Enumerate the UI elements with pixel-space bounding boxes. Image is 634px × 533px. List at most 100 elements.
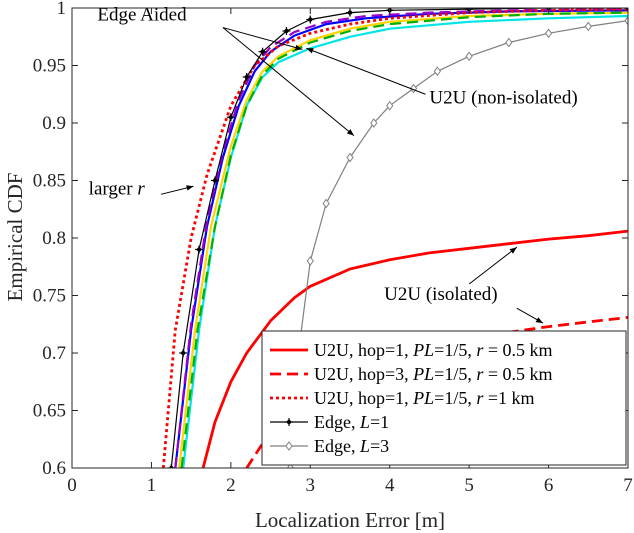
series-3-point-3 bbox=[210, 176, 219, 185]
y-tick-label-5: 0.85 bbox=[33, 171, 66, 192]
point-dot bbox=[260, 49, 265, 54]
point-dot bbox=[347, 10, 353, 15]
legend-label-4: Edge, L=3 bbox=[314, 436, 389, 456]
series-line-9 bbox=[174, 8, 628, 468]
annotation-arrow-1-0 bbox=[306, 47, 426, 95]
series-4-point-6 bbox=[386, 100, 394, 111]
series-4-point-4 bbox=[346, 152, 354, 163]
series-3-point-9 bbox=[346, 8, 354, 17]
legend-label-part: Edge, bbox=[314, 412, 360, 432]
legend-label-part: =1/5, bbox=[434, 364, 476, 384]
legend-label-3: Edge, L=1 bbox=[314, 412, 389, 432]
series-3-point-1 bbox=[179, 349, 188, 357]
legend-label-part: r bbox=[476, 340, 484, 360]
y-axis-title: Empirical CDF bbox=[3, 173, 27, 302]
legend-label-part: PL bbox=[412, 340, 434, 360]
x-tick-label-3: 3 bbox=[306, 475, 316, 496]
legend-label-part: Edge, bbox=[314, 436, 360, 456]
annotation-arrow-3-0 bbox=[468, 246, 518, 285]
legend-marker-dot-3 bbox=[286, 419, 292, 425]
legend-label-part: PL bbox=[412, 388, 434, 408]
legend-label-part: r bbox=[476, 388, 484, 408]
annotation-arrow-0-0 bbox=[222, 27, 303, 51]
series-3-point-0 bbox=[167, 464, 176, 468]
legend-label-part: L bbox=[359, 436, 370, 456]
legend-label-0: U2U, hop=1, PL=1/5, r = 0.5 km bbox=[314, 340, 553, 360]
x-tick-label-5: 5 bbox=[464, 475, 474, 496]
y-tick-label-3: 0.75 bbox=[33, 286, 66, 307]
series-3-point-4 bbox=[226, 113, 235, 122]
series-3-point-6 bbox=[258, 47, 267, 56]
legend-label-part: =1 km bbox=[483, 388, 534, 408]
legend-label-part: r bbox=[476, 364, 484, 384]
series-4-point-0 bbox=[286, 463, 295, 468]
x-axis-title: Localization Error [m] bbox=[255, 508, 445, 532]
point-dot bbox=[308, 17, 313, 22]
series-4-point-2 bbox=[306, 256, 314, 266]
series-line-6 bbox=[178, 11, 628, 468]
x-tick-label-7: 7 bbox=[623, 475, 633, 496]
y-tick-label-7: 0.95 bbox=[33, 56, 66, 77]
x-tick-label-4: 4 bbox=[385, 475, 395, 496]
point-dot bbox=[228, 115, 234, 120]
y-tick-label-4: 0.8 bbox=[42, 228, 66, 249]
annotation-italic-r: r bbox=[137, 178, 145, 199]
series-4-point-10 bbox=[505, 37, 513, 48]
annotation-text-0: Edge Aided bbox=[97, 5, 187, 26]
x-tick-label-2: 2 bbox=[226, 475, 236, 496]
series-line-0 bbox=[201, 229, 628, 468]
y-tick-label-0: 0.6 bbox=[42, 458, 66, 479]
annotation-arrow-3-1 bbox=[516, 307, 544, 324]
y-tick-label-8: 1 bbox=[57, 0, 67, 19]
legend-box bbox=[261, 330, 627, 466]
point-dot bbox=[625, 8, 628, 11]
legend-label-part: =1 bbox=[370, 412, 389, 432]
x-tick-label-1: 1 bbox=[147, 475, 157, 496]
legend-item-2: U2U, hop=1, PL=1/5, r =1 km bbox=[270, 388, 535, 408]
y-tick-label-2: 0.7 bbox=[42, 343, 66, 364]
legend-label-2: U2U, hop=1, PL=1/5, r =1 km bbox=[314, 388, 535, 408]
point-dot bbox=[284, 28, 289, 34]
legend-label-part: =1/5, bbox=[434, 388, 476, 408]
series-4-point-9 bbox=[465, 51, 473, 62]
point-dot bbox=[244, 74, 249, 80]
legend-label-part: U2U, hop=3, bbox=[314, 364, 413, 384]
annotation-text-2: larger r bbox=[89, 178, 146, 199]
series-3-point-2 bbox=[195, 245, 204, 254]
legend-label-part: PL bbox=[412, 364, 434, 384]
axes-layer: 0 1 2 3 4 5 6 7 0.6 0.65 0.7 0.75 0.8 0.85 0.9 0.95 1 bbox=[33, 0, 633, 496]
legend-label-part: L bbox=[359, 412, 370, 432]
series-4-point-13 bbox=[624, 15, 628, 26]
annotations-layer: Edge Aided U2U (non-isolated) larger r U2U … bbox=[89, 5, 578, 324]
series-line-7 bbox=[180, 11, 628, 468]
legend-label-part: =3 bbox=[370, 436, 389, 456]
series-3-point-13 bbox=[624, 8, 628, 12]
series-4-point-8 bbox=[433, 66, 441, 77]
annotation-arrow-0-1 bbox=[222, 27, 355, 137]
legend-label-1: U2U, hop=3, PL=1/5, r = 0.5 km bbox=[314, 364, 553, 384]
legend-marker-4 bbox=[285, 441, 293, 451]
legend-label-part: =1/5, bbox=[434, 340, 476, 360]
point-dot bbox=[169, 465, 174, 468]
point-dot bbox=[212, 178, 218, 183]
series-4-point-11 bbox=[544, 28, 553, 39]
legend-item-0: U2U, hop=1, PL=1/5, r = 0.5 km bbox=[270, 340, 553, 360]
annotation-text-1: U2U (non-isolated) bbox=[429, 87, 577, 108]
series-3-point-8 bbox=[306, 15, 315, 24]
x-tick-label-6: 6 bbox=[544, 475, 554, 496]
series-3-point-5 bbox=[242, 73, 251, 81]
legend-label-part: U2U, hop=1, bbox=[314, 340, 413, 360]
series-4-point-5 bbox=[370, 118, 378, 128]
legend-item-1: U2U, hop=3, PL=1/5, r = 0.5 km bbox=[270, 364, 553, 384]
series-4-point-12 bbox=[584, 21, 592, 32]
series-3-point-7 bbox=[282, 27, 291, 35]
y-tick-label-6: 0.9 bbox=[42, 113, 66, 134]
legend-item-4: Edge, L=3 bbox=[270, 436, 389, 456]
point-dot bbox=[196, 247, 202, 252]
point-dot bbox=[181, 350, 186, 356]
legend-label-part: = 0.5 km bbox=[483, 340, 552, 360]
legend-item-3: Edge, L=1 bbox=[270, 412, 389, 432]
series-line-4 bbox=[289, 20, 628, 468]
